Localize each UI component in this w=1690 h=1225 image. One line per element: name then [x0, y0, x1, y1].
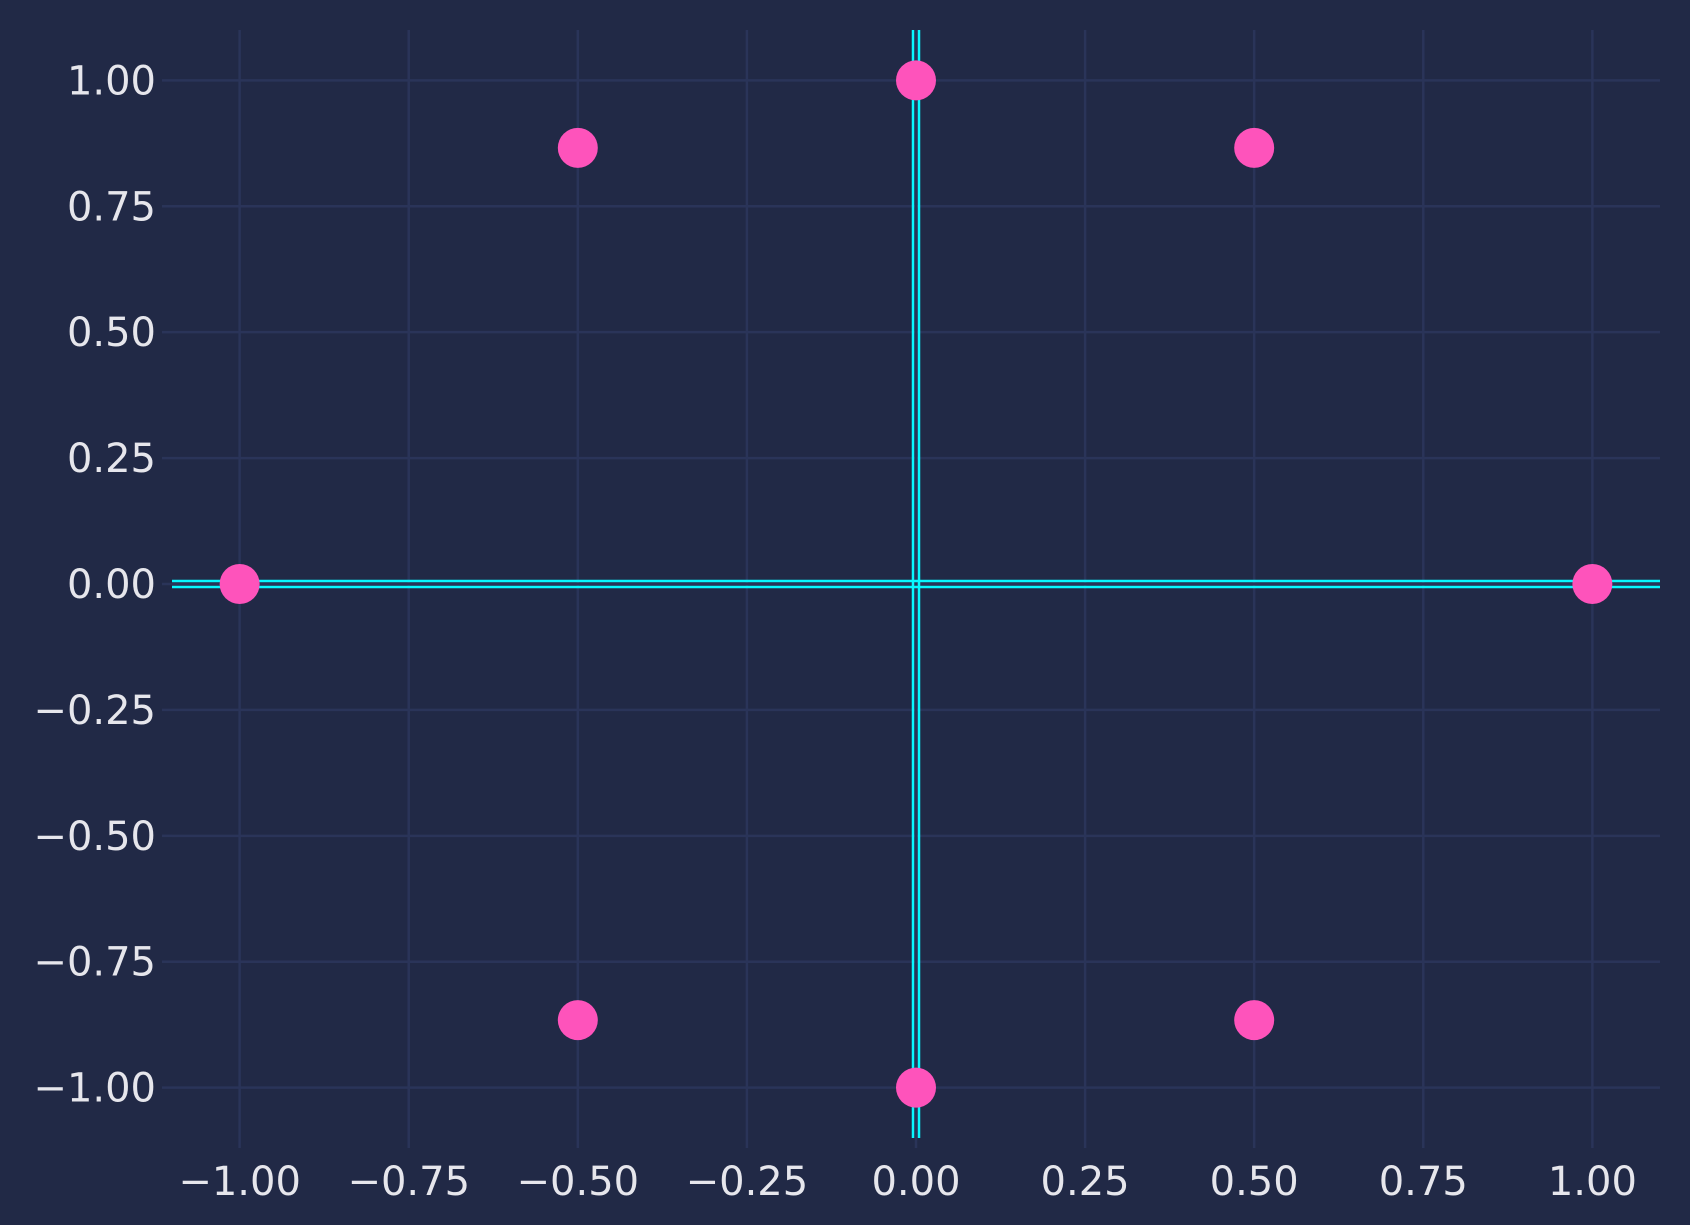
y-tick-label: −0.75 — [33, 940, 156, 986]
scatter-point — [1572, 564, 1613, 604]
scatter-point — [1234, 1000, 1275, 1041]
y-axis-ticks: −1.00 −0.75 −0.50 −0.25 0.00 0.25 0.50 0.75 1.00 — [33, 58, 172, 1112]
y-tick-label: 1.00 — [67, 58, 156, 104]
scatter-point — [896, 1067, 936, 1108]
x-tick-label: 1.00 — [1548, 1159, 1637, 1205]
y-tick-label: 0.25 — [67, 436, 156, 482]
x-tick-label: 0.75 — [1379, 1159, 1468, 1205]
x-tick-label: −0.75 — [347, 1159, 470, 1205]
y-tick-label: 0.50 — [67, 310, 156, 356]
y-tick-label: −0.50 — [33, 814, 156, 860]
x-tick-label: 0.25 — [1041, 1159, 1130, 1205]
x-tick-label: 0.50 — [1210, 1159, 1299, 1205]
x-axis-ticks: −1.00 −0.75 −0.50 −0.25 0.00 0.25 0.50 0.75 1.00 — [178, 1138, 1637, 1205]
scatter-point — [557, 1000, 598, 1041]
y-tick-label: 0.75 — [67, 184, 156, 230]
scatter-point — [896, 60, 936, 101]
x-tick-label: −0.25 — [686, 1159, 809, 1205]
x-tick-label: 0.00 — [871, 1159, 960, 1205]
reference-lines — [172, 30, 1660, 1138]
y-tick-label: −1.00 — [33, 1066, 156, 1112]
data-points — [219, 60, 1613, 1108]
scatter-point — [557, 127, 598, 168]
scatter-point — [1234, 127, 1275, 168]
x-tick-label: −1.00 — [178, 1159, 301, 1205]
scatter-point — [219, 564, 260, 604]
y-tick-label: 0.00 — [67, 562, 156, 608]
y-tick-label: −0.25 — [33, 688, 156, 734]
x-tick-label: −0.50 — [517, 1159, 640, 1205]
